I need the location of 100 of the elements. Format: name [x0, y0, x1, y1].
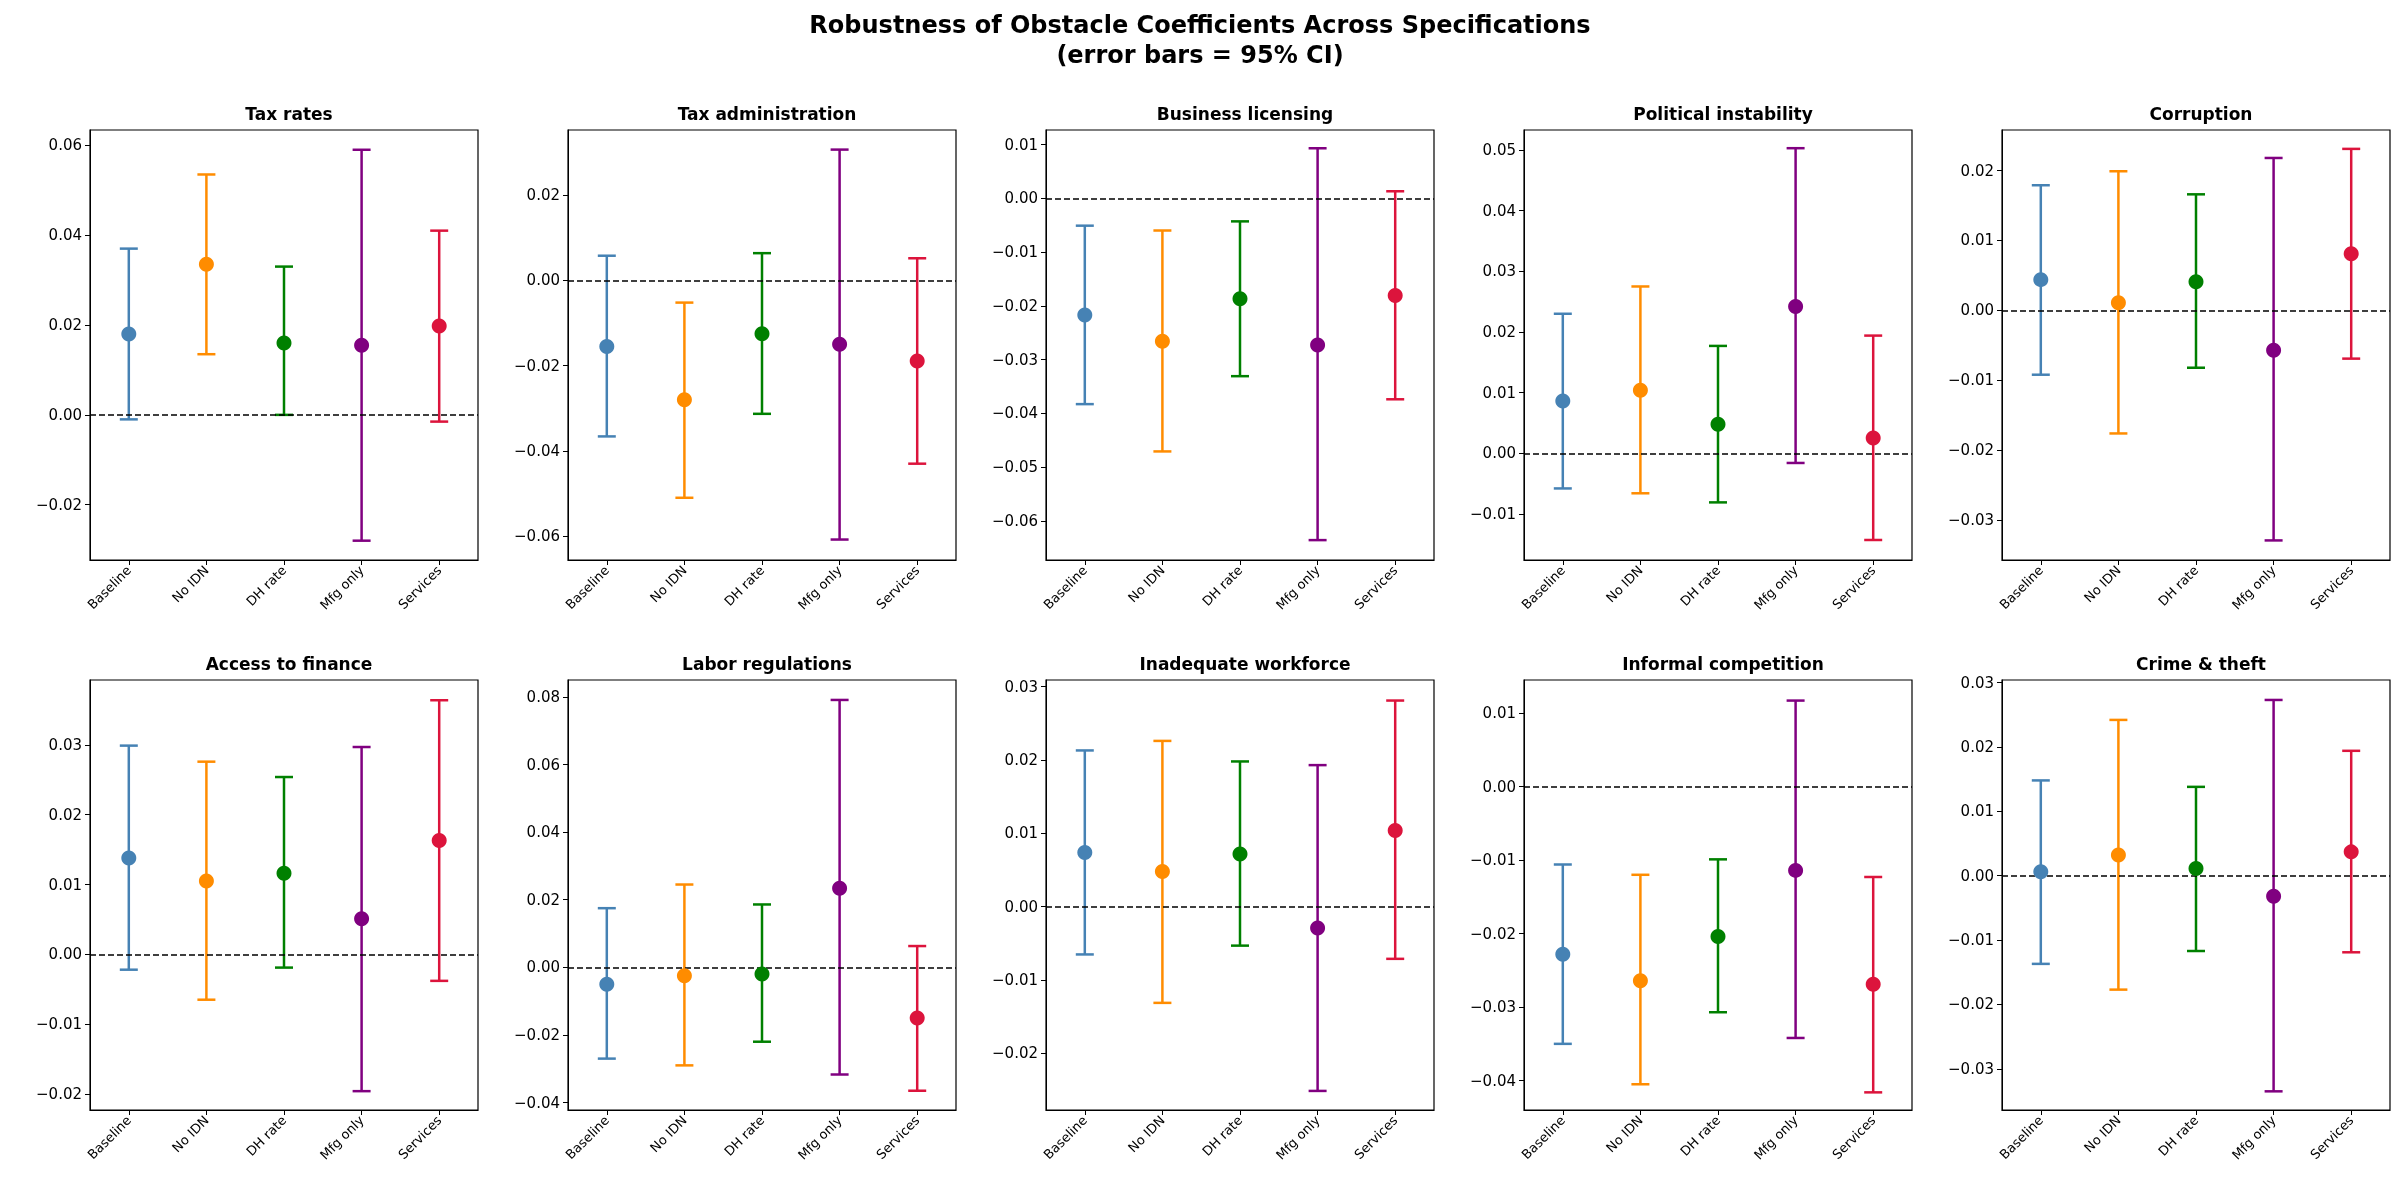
y-tick-label: −0.02: [992, 296, 1038, 315]
y-tick-label: −0.02: [514, 356, 560, 375]
y-tick-label: −0.06: [992, 511, 1038, 530]
text: (error bars = 95% CI): [1055, 40, 1345, 70]
point: [1788, 862, 1804, 878]
point: [1154, 864, 1170, 880]
point: [354, 911, 370, 927]
y-tick-label: 0.01: [1004, 135, 1038, 154]
y-tick-label: −0.03: [1470, 998, 1516, 1017]
point: [2110, 847, 2126, 863]
point: [832, 336, 848, 352]
point: [599, 339, 615, 354]
x-tick-label: DH rate: [721, 1112, 768, 1159]
point: [1154, 333, 1170, 349]
chart-title: Tax administration: [677, 103, 857, 124]
x-tick-label: No IDN: [1125, 1112, 1168, 1156]
point: [909, 353, 925, 369]
y-tick-label: −0.03: [1948, 511, 1994, 530]
y-tick-label: 0.02: [48, 805, 82, 824]
y-tick-label: 0.01: [1004, 824, 1038, 843]
point: [198, 256, 214, 272]
y-tick-label: −0.02: [36, 1084, 82, 1103]
point: [676, 392, 692, 408]
x-tick-label: No IDN: [647, 562, 690, 606]
x-tick-label: No IDN: [169, 1112, 212, 1156]
chart-title: Informal competition: [1622, 653, 1824, 674]
y-tick-label: 0.08: [526, 687, 560, 706]
y-tick-label: 0.00: [1004, 897, 1038, 916]
chart-title: Political instability: [1633, 103, 1813, 124]
x-tick-label: No IDN: [1603, 562, 1646, 606]
y-tick-label: 0.01: [1482, 704, 1516, 723]
y-tick-label: 0.00: [1960, 866, 1994, 885]
point: [2188, 274, 2204, 290]
y-tick-label: 0.00: [526, 271, 560, 290]
point: [676, 968, 692, 984]
y-tick-label: 0.01: [48, 875, 82, 894]
point: [754, 326, 770, 342]
point: [2188, 861, 2204, 877]
y-tick-label: −0.01: [1470, 851, 1516, 870]
y-tick-label: −0.01: [992, 971, 1038, 990]
y-tick-label: −0.04: [992, 404, 1038, 423]
point: [276, 865, 292, 881]
y-tick-label: 0.00: [526, 958, 560, 977]
y-tick-label: 0.06: [526, 755, 560, 774]
chart-title: Inadequate workforce: [1139, 653, 1351, 674]
y-tick-label: 0.00: [1004, 189, 1038, 208]
point: [431, 833, 447, 849]
x-tick-label: No IDN: [2081, 1112, 2124, 1156]
y-tick-label: −0.03: [1948, 1059, 1994, 1078]
y-tick-label: 0.03: [1960, 673, 1994, 692]
y-tick-label: 0.00: [48, 405, 82, 424]
y-tick-label: 0.05: [1482, 141, 1516, 160]
y-tick-label: −0.02: [36, 495, 82, 514]
y-tick-label: −0.04: [514, 1093, 560, 1112]
x-tick-label: No IDN: [647, 1112, 690, 1156]
point: [1710, 929, 1726, 945]
point: [1387, 822, 1403, 838]
y-tick-label: −0.02: [514, 1025, 560, 1044]
point: [2266, 888, 2282, 904]
y-tick-label: −0.01: [992, 243, 1038, 262]
chart-title: Tax rates: [245, 103, 333, 124]
x-tick-label: DH rate: [243, 1112, 290, 1159]
point: [1865, 430, 1881, 446]
chart-title: Corruption: [2149, 103, 2253, 124]
y-tick-label: −0.02: [1948, 441, 1994, 460]
point: [2033, 272, 2049, 288]
y-tick-label: 0.06: [48, 136, 82, 155]
point: [198, 873, 214, 889]
point: [1387, 288, 1403, 304]
x-tick-label: DH rate: [243, 562, 290, 609]
y-tick-label: 0.01: [1960, 802, 1994, 821]
y-tick-label: −0.01: [1470, 504, 1516, 523]
y-tick-label: 0.02: [48, 316, 82, 335]
text: Robustness of Obstacle Coefficients Across Specifications: [808, 10, 1592, 40]
point: [909, 1010, 925, 1026]
point: [1232, 846, 1248, 862]
y-tick-label: 0.03: [48, 735, 82, 754]
x-tick-label: DH rate: [1677, 1112, 1724, 1159]
point: [1710, 416, 1726, 432]
y-tick-label: −0.06: [514, 527, 560, 546]
point: [1788, 298, 1804, 314]
point: [1555, 946, 1571, 962]
point: [1077, 307, 1093, 323]
x-tick-label: No IDN: [1125, 562, 1168, 606]
point: [276, 335, 292, 351]
y-tick-label: 0.02: [1960, 737, 1994, 756]
chart-title: Access to finance: [205, 653, 373, 674]
x-tick-label: DH rate: [1199, 1112, 1246, 1159]
y-tick-label: −0.02: [1948, 995, 1994, 1014]
y-tick-label: −0.01: [36, 1015, 82, 1034]
point: [599, 976, 615, 992]
point: [2110, 295, 2126, 311]
point: [1632, 973, 1648, 989]
x-tick-label: No IDN: [1603, 1112, 1646, 1156]
y-tick-label: 0.04: [48, 226, 82, 245]
x-tick-label: DH rate: [1677, 562, 1724, 609]
y-tick-label: 0.02: [1004, 750, 1038, 769]
point: [1555, 393, 1571, 409]
x-tick-label: DH rate: [2155, 1112, 2202, 1159]
chart-title: Crime & theft: [2136, 653, 2266, 674]
